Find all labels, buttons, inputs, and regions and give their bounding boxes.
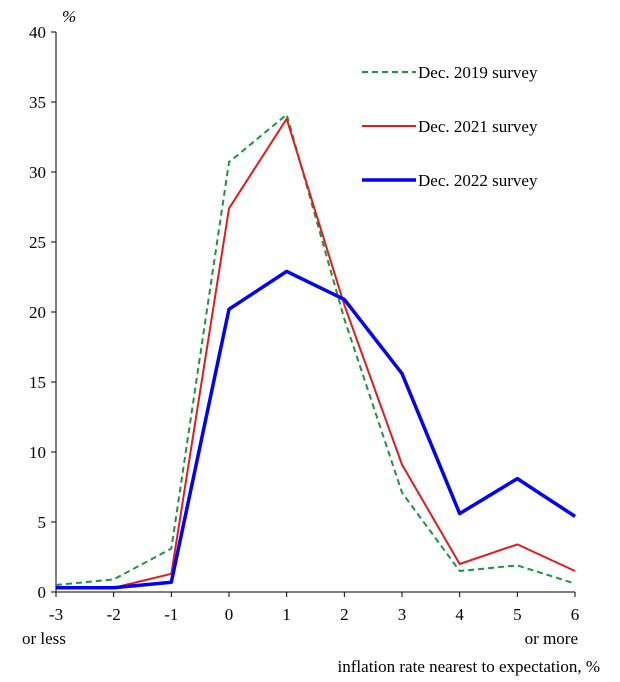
series-line-2 xyxy=(56,117,576,589)
x-axis-ticks: -3 -2 -1 0 1 2 3 4 5 6 or less or more xyxy=(22,592,579,648)
y-tick-label: 5 xyxy=(38,513,47,532)
series-line-1 xyxy=(55,113,576,586)
y-tick-label: 15 xyxy=(29,373,46,392)
x-tick-label: 0 xyxy=(225,605,234,624)
y-tick-label: 10 xyxy=(29,443,46,462)
legend-label-3: Dec. 2022 survey xyxy=(418,171,538,190)
x-tick-label: 1 xyxy=(282,605,291,624)
x-tick-sublabel-first: or less xyxy=(22,629,66,648)
x-tick-sublabel-last: or more xyxy=(525,629,578,648)
y-tick-label: 0 xyxy=(38,583,47,602)
x-tick-label: 3 xyxy=(398,605,407,624)
y-tick-label: 30 xyxy=(29,163,46,182)
y-tick-label: 35 xyxy=(29,93,46,112)
legend: Dec. 2019 survey Dec. 2021 survey Dec. 202… xyxy=(362,63,538,190)
x-axis-title: inflation rate nearest to expectation, % xyxy=(338,657,600,676)
legend-label-2: Dec. 2021 survey xyxy=(418,117,538,136)
legend-label-1: Dec. 2019 survey xyxy=(418,63,538,82)
series-line-3 xyxy=(56,269,576,590)
series-layer xyxy=(55,113,576,590)
x-tick-label: 6 xyxy=(571,605,580,624)
x-tick-label: 4 xyxy=(455,605,464,624)
axes xyxy=(55,32,575,593)
y-axis-unit-label: % xyxy=(62,7,76,26)
x-tick-label: -2 xyxy=(107,605,121,624)
x-tick-label: -3 xyxy=(49,605,63,624)
x-tick-label: 2 xyxy=(340,605,349,624)
y-tick-label: 40 xyxy=(29,23,46,42)
y-tick-label: 20 xyxy=(29,303,46,322)
y-tick-label: 25 xyxy=(29,233,46,252)
x-tick-label: 5 xyxy=(513,605,522,624)
x-tick-label: -1 xyxy=(164,605,178,624)
y-axis-ticks: 0 5 10 15 20 25 30 35 40 xyxy=(29,23,56,602)
